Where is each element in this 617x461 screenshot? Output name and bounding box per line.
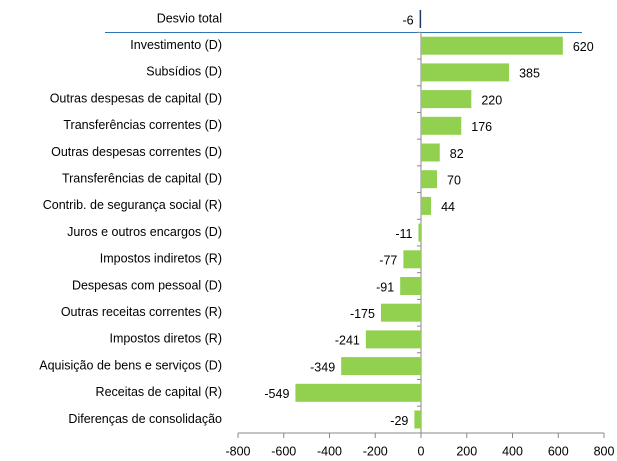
bar bbox=[380, 303, 421, 322]
value-label: -11 bbox=[395, 227, 412, 241]
bar bbox=[421, 90, 472, 109]
value-label: -241 bbox=[335, 334, 360, 348]
bar bbox=[403, 250, 421, 269]
bar bbox=[365, 330, 421, 349]
bar bbox=[421, 143, 440, 162]
x-tick-label: 200 bbox=[456, 444, 477, 458]
category-label: Transferências de capital (D) bbox=[62, 171, 222, 185]
category-label: Subsídios (D) bbox=[146, 65, 222, 79]
bar bbox=[414, 410, 421, 429]
x-tick-label: 600 bbox=[548, 444, 569, 458]
bar bbox=[419, 10, 422, 28]
category-label: Juros e outros encargos (D) bbox=[67, 225, 222, 239]
bar bbox=[421, 116, 462, 135]
category-label: Impostos diretos (R) bbox=[109, 332, 222, 346]
value-label: -77 bbox=[379, 254, 397, 268]
category-label: Investimento (D) bbox=[130, 38, 222, 52]
x-tick-label: 0 bbox=[418, 444, 425, 458]
value-label: -91 bbox=[376, 280, 394, 294]
value-label: -549 bbox=[264, 387, 289, 401]
x-tick-label: 800 bbox=[594, 444, 615, 458]
bar bbox=[421, 170, 438, 189]
bar bbox=[400, 277, 421, 295]
value-label: -29 bbox=[390, 414, 408, 428]
category-label: Outras receitas correntes (R) bbox=[61, 305, 222, 319]
category-label: Despesas com pessoal (D) bbox=[72, 278, 222, 292]
x-tick-label: -400 bbox=[317, 444, 342, 458]
x-tick-label: -600 bbox=[271, 444, 296, 458]
bar bbox=[421, 196, 432, 215]
value-label: -175 bbox=[350, 307, 375, 321]
value-label: 82 bbox=[450, 147, 464, 161]
x-tick-label: -800 bbox=[225, 444, 250, 458]
category-label: Outras despesas de capital (D) bbox=[50, 91, 222, 105]
x-tick-label: 400 bbox=[502, 444, 523, 458]
x-tick-label: -200 bbox=[363, 444, 388, 458]
bar bbox=[418, 223, 421, 242]
category-label: Outras despesas correntes (D) bbox=[51, 145, 222, 159]
value-label: 220 bbox=[481, 93, 502, 107]
value-label: 385 bbox=[519, 67, 540, 81]
value-label: -6 bbox=[403, 13, 414, 27]
category-label: Desvio total bbox=[157, 11, 222, 25]
bar bbox=[295, 383, 421, 402]
category-label: Transferências correntes (D) bbox=[63, 118, 222, 132]
category-label: Aquisição de bens e serviços (D) bbox=[39, 358, 222, 372]
value-label: 70 bbox=[447, 173, 461, 187]
category-label: Diferenças de consolidação bbox=[68, 412, 222, 426]
bar bbox=[421, 63, 510, 82]
value-label: -349 bbox=[310, 360, 335, 374]
category-label: Receitas de capital (R) bbox=[96, 385, 222, 399]
bar bbox=[341, 357, 421, 376]
value-label: 176 bbox=[471, 120, 492, 134]
value-label: 620 bbox=[573, 40, 594, 54]
category-label: Contrib. de segurança social (R) bbox=[43, 198, 222, 212]
category-label: Impostos indiretos (R) bbox=[100, 252, 222, 266]
bar bbox=[421, 36, 563, 55]
value-label: 44 bbox=[441, 200, 455, 214]
